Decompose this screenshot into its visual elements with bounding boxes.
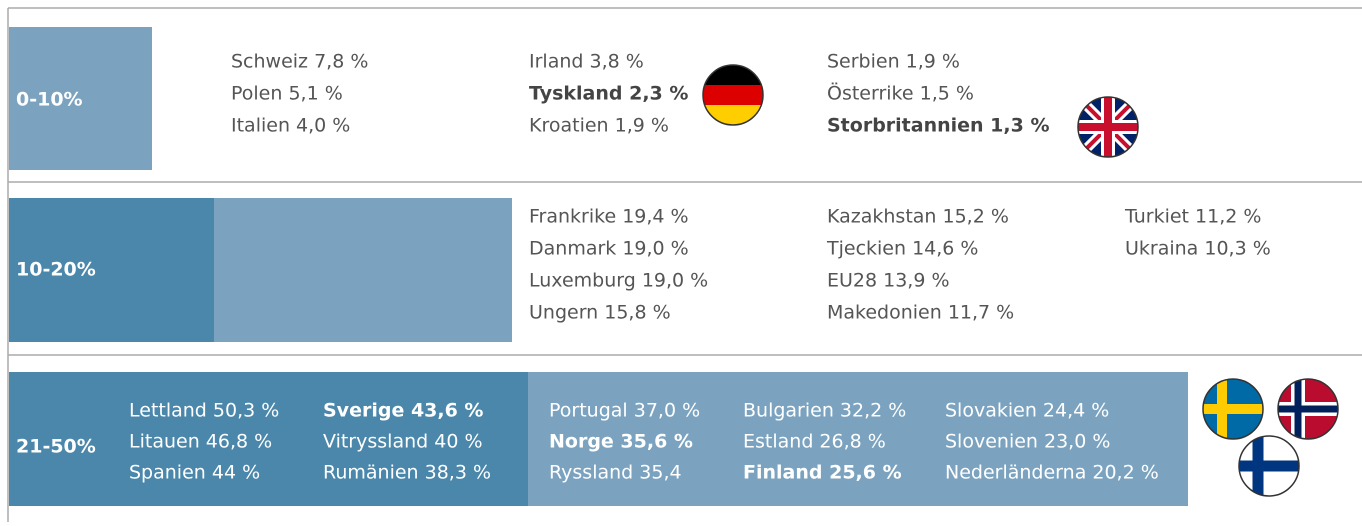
band-box	[9, 198, 214, 342]
band-label: 0-10%	[16, 89, 83, 111]
country-entry: Italien 4,0 %	[231, 115, 350, 137]
band-label: 10-20%	[16, 259, 96, 281]
country-entry: Tjeckien 14,6 %	[826, 238, 978, 260]
country-entry: Luxemburg 19,0 %	[529, 270, 708, 292]
band-box	[9, 27, 152, 170]
flag-norway	[1278, 379, 1338, 439]
country-entry: Schweiz 7,8 %	[231, 51, 368, 73]
country-entry: Spanien 44 %	[129, 462, 260, 484]
country-entry: Kazakhstan 15,2 %	[827, 206, 1009, 228]
country-entry: Turkiet 11,2 %	[1124, 206, 1261, 228]
country-entry: Kroatien 1,9 %	[529, 115, 669, 137]
country-entry: Bulgarien 32,2 %	[743, 400, 906, 422]
band-box	[528, 372, 1188, 506]
band-box	[214, 198, 512, 342]
country-entry: Finland 25,6 %	[743, 462, 902, 484]
country-entry: Vitryssland 40 %	[323, 431, 483, 453]
country-entry: Litauen 46,8 %	[129, 431, 272, 453]
band-box	[9, 372, 528, 506]
country-entry: Tyskland 2,3 %	[529, 83, 688, 105]
country-entry: Irland 3,8 %	[529, 51, 644, 73]
country-entry: Ryssland 35,4	[549, 462, 682, 484]
flag-sweden	[1203, 379, 1263, 439]
country-entry: Estland 26,8 %	[743, 431, 886, 453]
country-entry: Storbritannien 1,3 %	[827, 115, 1049, 137]
country-entry: Makedonien 11,7 %	[827, 302, 1014, 324]
country-entry: Österrike 1,5 %	[827, 82, 974, 105]
country-entry: Sverige 43,6 %	[323, 400, 483, 422]
flag-finland	[1239, 436, 1299, 496]
dividers	[7, 7, 1362, 522]
flag-germany	[703, 65, 763, 125]
country-entry: Ukraina 10,3 %	[1125, 238, 1271, 260]
country-entry: Nederländerna 20,2 %	[945, 462, 1159, 484]
country-entry: Polen 5,1 %	[231, 83, 343, 105]
country-entry: Lettland 50,3 %	[129, 400, 279, 422]
country-entry: Frankrike 19,4 %	[529, 206, 689, 228]
country-entry: Ungern 15,8 %	[529, 302, 671, 324]
country-entry: Danmark 19,0 %	[529, 238, 689, 260]
flag-uk	[1078, 97, 1138, 157]
band-label: 21-50%	[16, 436, 96, 458]
country-entry: EU28 13,9 %	[827, 270, 950, 292]
country-entry: Portugal 37,0 %	[549, 400, 700, 422]
country-entry: Norge 35,6 %	[549, 431, 693, 453]
country-entry: Slovenien 23,0 %	[945, 431, 1110, 453]
country-entry: Slovakien 24,4 %	[945, 400, 1109, 422]
country-entry: Rumänien 38,3 %	[323, 462, 491, 484]
country-entry: Serbien 1,9 %	[827, 51, 960, 73]
